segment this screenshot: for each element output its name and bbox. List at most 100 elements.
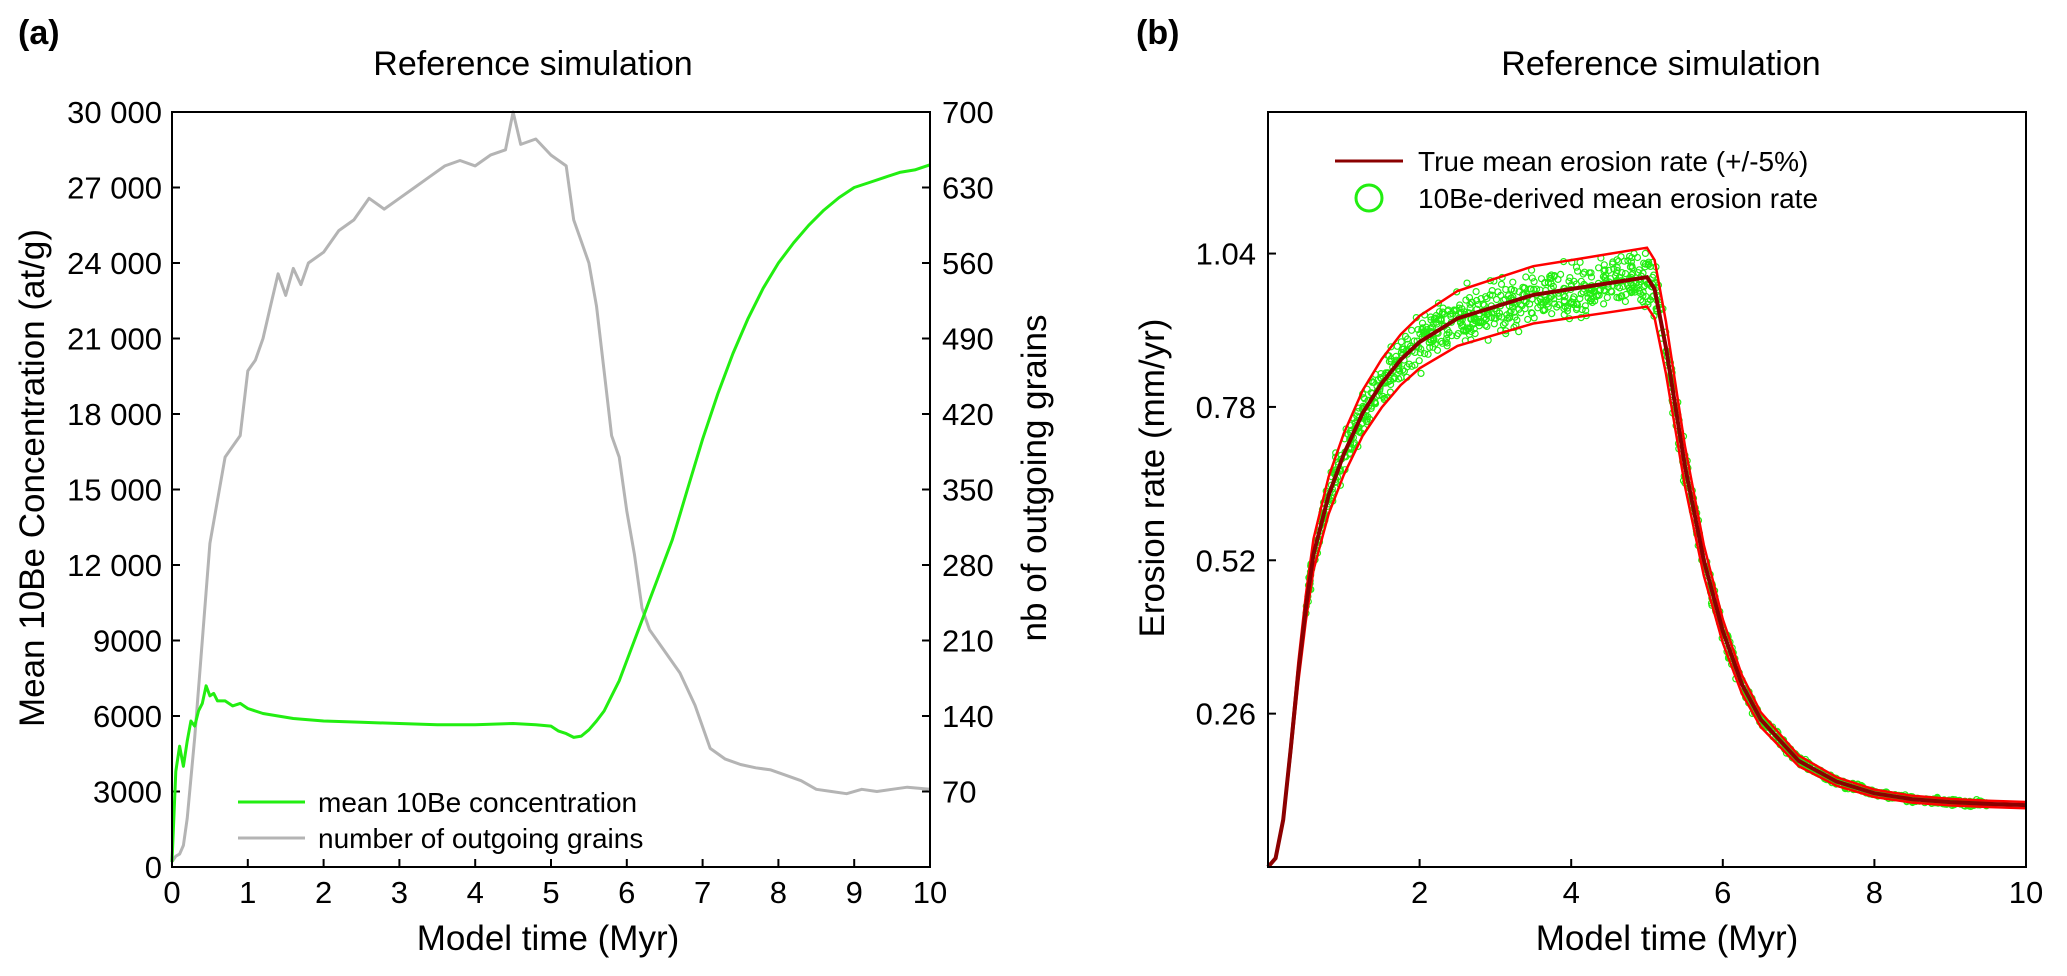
y-tick-label-right: 630 — [942, 171, 994, 206]
chart-a-frame — [171, 111, 931, 868]
y-tick-label-right: 350 — [942, 473, 994, 508]
derived-point — [1420, 327, 1429, 335]
y-tick-label: 3000 — [93, 775, 162, 810]
derived-point — [1442, 335, 1451, 343]
derived-point — [1605, 266, 1613, 274]
derived-point — [1528, 274, 1536, 282]
derived-point — [1561, 293, 1569, 301]
derived-point — [1424, 350, 1432, 358]
derived-point — [1495, 312, 1503, 320]
y-tick-label: 18 000 — [67, 397, 162, 432]
y-tick-label-right: 420 — [942, 397, 994, 432]
chart-b-legend: True mean erosion rate (+/-5%) 10Be-deri… — [1335, 146, 1818, 214]
derived-point — [1453, 332, 1461, 340]
series-line-grains — [170, 110, 931, 863]
derived-point — [1549, 282, 1558, 290]
y-tick-label: 12 000 — [67, 548, 162, 583]
chart-a-title: Reference simulation — [373, 45, 692, 83]
derived-point — [1541, 306, 1549, 314]
chart-a: (a) Reference simulation Mean 10Be Conce… — [13, 14, 1054, 958]
derived-point — [1566, 274, 1574, 282]
derived-point — [1480, 314, 1488, 322]
derived-point — [1399, 366, 1407, 374]
derived-point — [1518, 302, 1526, 310]
derived-point — [1438, 310, 1446, 318]
derived-point — [1608, 288, 1616, 296]
derived-point — [1570, 293, 1578, 301]
series-line-true-rate — [1266, 275, 2027, 869]
derived-point — [1583, 289, 1591, 297]
legend-label-true-rate: True mean erosion rate (+/-5%) — [1418, 146, 1808, 177]
derived-point — [1405, 360, 1413, 368]
derived-point — [1550, 300, 1559, 308]
x-tick-label: 2 — [1411, 875, 1428, 910]
derived-point — [1494, 288, 1502, 296]
derived-point — [1641, 249, 1650, 257]
derived-point — [1644, 258, 1653, 266]
derived-point — [1530, 314, 1538, 322]
derived-point — [1634, 269, 1642, 277]
derived-point — [1633, 253, 1642, 262]
derived-point — [1488, 291, 1497, 299]
derived-point — [1592, 292, 1601, 301]
derived-point — [1548, 310, 1556, 318]
y-tick-label: 0.78 — [1196, 390, 1256, 425]
y-tick-label-right: 700 — [942, 95, 994, 130]
legend-swatch-derived-rate — [1354, 183, 1384, 213]
legend-label-grains: number of outgoing grains — [318, 823, 643, 854]
derived-point — [1609, 258, 1617, 266]
chart-b-y-axis: 0.26 0.52 0.78 1.04 — [1196, 237, 1276, 732]
chart-a-ylabel: Mean 10Be Concentration (at/g) — [13, 229, 52, 727]
derived-point — [1600, 286, 1608, 294]
x-tick-label: 5 — [542, 875, 559, 910]
x-tick-label: 6 — [1714, 875, 1731, 910]
derived-point — [1505, 314, 1513, 322]
derived-point — [1587, 273, 1596, 281]
x-tick-label: 4 — [467, 875, 484, 910]
derived-point — [1617, 293, 1625, 301]
y-tick-label: 21 000 — [67, 322, 162, 357]
y-tick-label-right: 280 — [942, 548, 994, 583]
derived-point — [1427, 313, 1435, 321]
chart-b-xlabel: Model time (Myr) — [1536, 919, 1799, 958]
derived-point — [1641, 281, 1649, 290]
panel-label-a: (a) — [18, 14, 60, 52]
derived-point — [1437, 337, 1445, 345]
derived-point — [1401, 332, 1410, 340]
chart-a-y-axis-right: 70 140 210 280 350 420 490 560 630 700 — [922, 95, 994, 810]
derived-point — [1385, 352, 1393, 360]
derived-point — [1556, 270, 1565, 278]
legend-label-concentration: mean 10Be concentration — [318, 787, 637, 818]
derived-point — [1599, 300, 1608, 308]
derived-point — [1495, 309, 1504, 317]
derived-point — [1573, 267, 1582, 275]
derived-point — [1530, 278, 1538, 286]
y-tick-label: 27 000 — [67, 171, 162, 206]
derived-point — [1563, 304, 1572, 312]
y-tick-label: 0.26 — [1196, 697, 1256, 732]
chart-a-y-axis: 0 3000 6000 9000 12 000 15 000 18 000 21 000 24 … — [67, 95, 180, 885]
chart-a-legend: mean 10Be concentration number of outgoi… — [238, 787, 643, 854]
derived-point — [1519, 283, 1527, 291]
chart-a-ylabel-right: nb of outgoing grains — [1015, 315, 1054, 642]
derived-point — [1502, 285, 1510, 294]
derived-point — [1588, 298, 1596, 307]
derived-point — [1391, 373, 1399, 382]
derived-point — [1492, 295, 1501, 304]
derived-point — [1387, 343, 1395, 351]
x-tick-label: 0 — [163, 875, 180, 910]
chart-a-series — [170, 110, 931, 863]
derived-point — [1541, 296, 1550, 304]
chart-b: (b) Reference simulation Erosion rate (m… — [1133, 14, 2043, 958]
derived-point — [1433, 346, 1442, 354]
derived-point — [1541, 278, 1549, 287]
x-tick-label: 10 — [2009, 875, 2043, 910]
derived-point — [1481, 293, 1490, 301]
derived-point — [1603, 293, 1611, 302]
x-tick-label: 8 — [770, 875, 787, 910]
derived-point — [1572, 263, 1581, 271]
derived-point — [1560, 298, 1569, 306]
x-tick-label: 3 — [391, 875, 408, 910]
derived-point — [1447, 312, 1455, 321]
